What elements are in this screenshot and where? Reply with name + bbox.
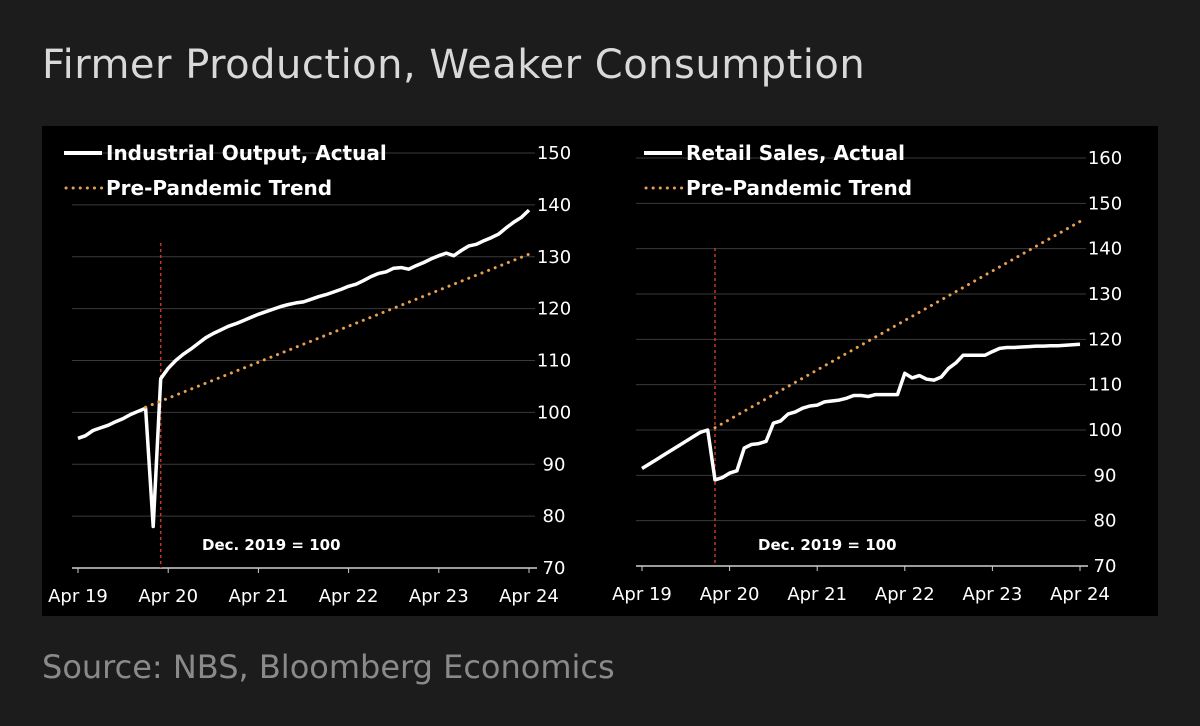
y-tick-label: 70 [1094, 556, 1117, 577]
x-tick-label: Apr 19 [612, 584, 672, 605]
y-tick-label: 140 [1088, 239, 1122, 260]
x-tick-label: Apr 21 [787, 584, 847, 605]
x-tick-label: Apr 20 [700, 584, 760, 605]
y-tick-label: 100 [537, 402, 571, 423]
y-tick-label: 120 [537, 299, 571, 320]
x-tick-label: Apr 24 [1050, 584, 1110, 605]
y-tick-label: 110 [1088, 375, 1122, 396]
x-tick-label: Apr 23 [409, 586, 469, 607]
legend-label: Pre-Pandemic Trend [106, 176, 332, 200]
chart-panel: 70 80 90 100 110 120 130 140 150 Apr 19 Apr 20 Apr … [42, 126, 1158, 616]
x-tick-label: Apr 24 [499, 586, 559, 607]
y-tick-label: 120 [1088, 329, 1122, 350]
trend-line [144, 252, 531, 409]
x-tick-label: Apr 19 [48, 586, 108, 607]
annotation-label: Dec. 2019 = 100 [758, 536, 897, 554]
y-tick-label: 70 [543, 558, 566, 579]
y-tick-label: 80 [1094, 511, 1117, 532]
y-tick-label: 100 [1088, 420, 1122, 441]
page-title: Firmer Production, Weaker Consumption [42, 42, 866, 88]
actual-line [77, 208, 531, 529]
y-tick-label: 130 [537, 247, 571, 268]
x-tick-label: Apr 20 [138, 586, 198, 607]
charts-svg: 70 80 90 100 110 120 130 140 150 Apr 19 Apr 20 Apr … [48, 141, 1122, 607]
y-tick-label: 130 [1088, 284, 1122, 305]
x-tick-label: Apr 23 [963, 584, 1023, 605]
y-tick-label: 150 [1088, 193, 1122, 214]
y-tick-label: 160 [1088, 148, 1122, 169]
annotation-label: Dec. 2019 = 100 [202, 536, 341, 554]
x-tick-label: Apr 22 [875, 584, 935, 605]
chart-2: 70 80 90 100 110 120 130 140 150 160 Apr 19 Apr 20 A… [612, 141, 1122, 605]
legend-label: Pre-Pandemic Trend [686, 176, 912, 200]
y-tick-label: 90 [1094, 465, 1117, 486]
actual-line [641, 342, 1081, 482]
y-tick-label: 150 [537, 143, 571, 164]
legend-label: Industrial Output, Actual [106, 141, 387, 165]
y-tick-label: 80 [543, 506, 566, 527]
x-tick-label: Apr 22 [319, 586, 379, 607]
source-note: Source: NBS, Bloomberg Economics [42, 648, 615, 686]
y-tick-label: 140 [537, 195, 571, 216]
x-tick-label: Apr 21 [229, 586, 289, 607]
legend-label: Retail Sales, Actual [686, 141, 905, 165]
y-tick-label: 110 [537, 351, 571, 372]
chart-1: 70 80 90 100 110 120 130 140 150 Apr 19 Apr 20 Apr … [48, 141, 571, 607]
trend-line [713, 220, 1082, 430]
y-tick-label: 90 [543, 454, 566, 475]
